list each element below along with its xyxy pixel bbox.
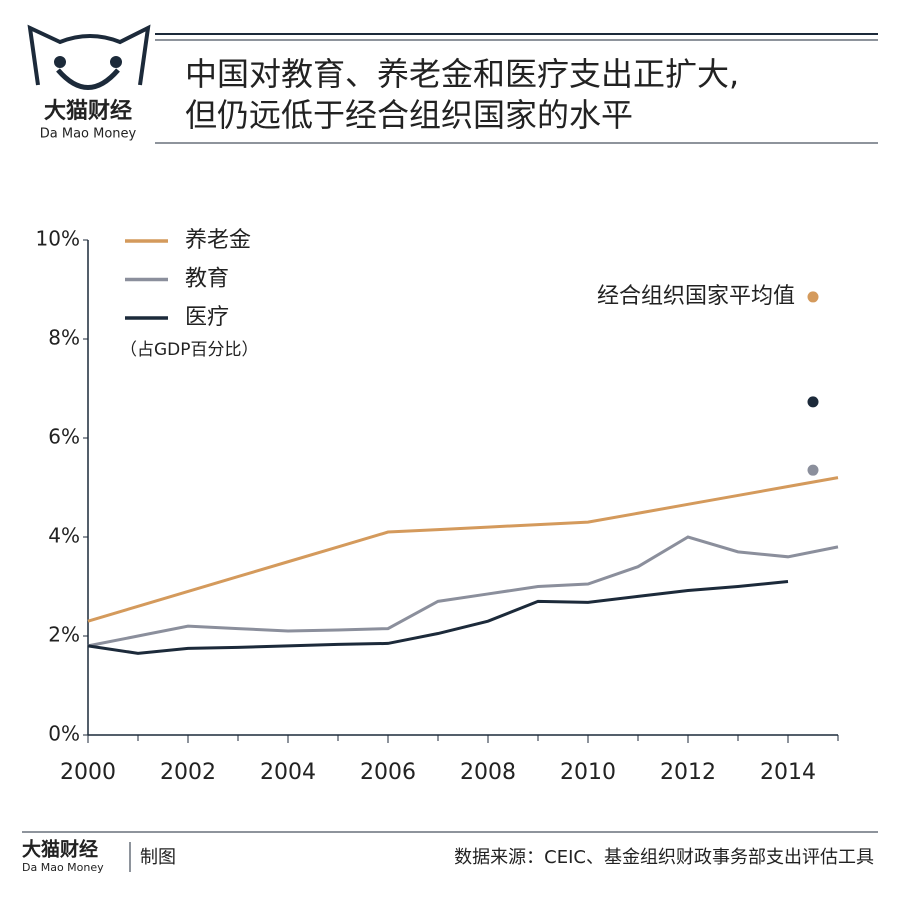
legend-label: 教育 (185, 267, 229, 292)
y-tick-label: 6% (48, 425, 80, 449)
brand: 大猫财经 (44, 98, 132, 124)
oecd-dot (807, 464, 819, 476)
y-tick-label: 10% (36, 227, 80, 251)
legend-label: 养老金 (185, 228, 251, 253)
y-tick-label: 2% (48, 623, 80, 647)
logo (27, 24, 151, 90)
brand-en: Da Mao Money (40, 127, 137, 142)
y-tick-label: 8% (48, 326, 80, 350)
x-tick-label: 2008 (460, 760, 516, 785)
oecd-dot (807, 291, 819, 303)
y-tick-label: 0% (48, 722, 80, 746)
footer-brand: 大猫财经 (22, 838, 98, 861)
x-tick-label: 2014 (760, 760, 816, 785)
oecd-dot (807, 396, 819, 408)
x-tick-label: 2004 (260, 760, 316, 785)
series-line (87, 476, 839, 623)
x-tick-label: 2006 (360, 760, 416, 785)
x-tick-label: 2012 (660, 760, 716, 785)
title: 中国对教育、养老金和医疗支出正扩大, (185, 55, 739, 93)
y-tick-label: 4% (48, 524, 80, 548)
footer-brand-en: Da Mao Money (22, 861, 104, 874)
made-by: 制图 (140, 847, 176, 868)
oecd-label: 经合组织国家平均值 (597, 284, 795, 309)
title: 但仍远低于经合组织国家的水平 (185, 96, 633, 134)
source: 数据来源：CEIC、基金组织财政事务部支出评估工具 (454, 847, 874, 868)
x-tick-label: 2010 (560, 760, 616, 785)
series-line (87, 535, 839, 648)
x-tick-label: 2000 (60, 760, 116, 785)
unit-note: （占GDP百分比） (120, 340, 259, 360)
x-tick-label: 2002 (160, 760, 216, 785)
legend-label: 医疗 (185, 305, 229, 330)
series-line (87, 580, 789, 655)
